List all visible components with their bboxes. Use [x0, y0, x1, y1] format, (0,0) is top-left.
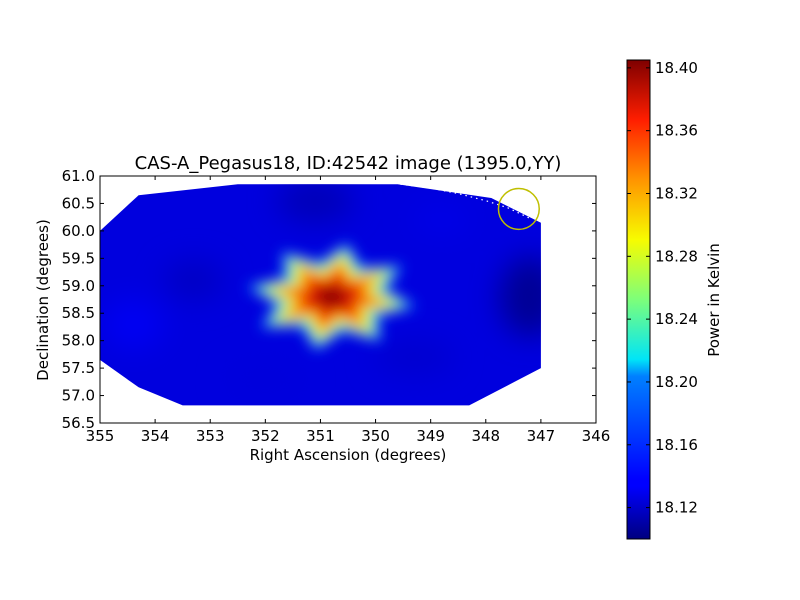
y-tick-label: 59.5 [62, 249, 95, 267]
background-feature [163, 260, 224, 301]
x-tick-label: 353 [196, 427, 225, 445]
y-tick-label: 56.5 [62, 414, 95, 432]
colorbar-tick-label: 18.36 [655, 122, 698, 140]
source-star [245, 242, 418, 351]
colorbar-tick-label: 18.40 [655, 59, 698, 77]
background-feature [413, 205, 470, 234]
overlay-layer [400, 183, 540, 231]
chart-title: CAS-A_Pegasus18, ID:42542 image (1395.0,… [135, 153, 562, 174]
x-tick-label: 355 [86, 427, 115, 445]
x-tick-label: 347 [527, 427, 556, 445]
y-tick-label: 57.5 [62, 359, 95, 377]
colorbar-ticks: 18.12 18.16 18.20 18.24 18.28 18.32 18.36 18.40 [627, 59, 698, 517]
source-contour [317, 287, 346, 306]
colorbar-gradient [626, 59, 651, 540]
y-tick-label: 58.5 [62, 304, 95, 322]
background-feature [374, 339, 455, 376]
plot-area [100, 176, 596, 423]
background-feature [103, 299, 164, 350]
colorbar-tick-label: 18.12 [655, 499, 698, 517]
colorbar-tick-label: 18.20 [655, 373, 698, 391]
x-tick-label: 352 [251, 427, 280, 445]
background-feature [276, 184, 353, 223]
x-tick-label: 346 [582, 427, 611, 445]
colorbar-tick-label: 18.32 [655, 184, 698, 202]
x-axis: 355 354 353 352 351 350 349 348 347 346 [86, 176, 611, 445]
background-variations [103, 184, 541, 398]
x-tick-label: 354 [141, 427, 170, 445]
dotted-track [400, 183, 531, 219]
plot-frame [99, 175, 597, 424]
x-tick-label: 350 [361, 427, 390, 445]
marker-circle [497, 187, 540, 231]
colorbar: 18.12 18.16 18.20 18.24 18.28 18.32 18.36 18.40… [626, 59, 723, 540]
colorbar-tick-label: 18.16 [655, 436, 698, 454]
x-tick-label: 348 [471, 427, 500, 445]
y-tick-label: 59.0 [62, 277, 95, 295]
x-axis-label: Right Ascension (degrees) [250, 446, 447, 464]
y-tick-label: 60.5 [62, 194, 95, 212]
heatmap-image [100, 184, 541, 406]
y-tick-label: 60.0 [62, 222, 95, 240]
y-axis-label: Declination (degrees) [34, 219, 52, 381]
colorbar-tick-label: 18.28 [655, 247, 698, 265]
x-tick-label: 351 [306, 427, 335, 445]
y-tick-label: 58.0 [62, 332, 95, 350]
x-tick-label: 349 [416, 427, 445, 445]
colorbar-label: Power in Kelvin [705, 243, 723, 357]
background-feature [225, 361, 306, 398]
background-feature [499, 256, 541, 337]
y-tick-label: 57.0 [62, 387, 95, 405]
y-axis: 56.5 57.0 57.5 58.0 58.5 59.0 59.5 60.0 60.5 61.0 [62, 167, 596, 432]
colorbar-tick-label: 18.24 [655, 310, 698, 328]
y-tick-label: 61.0 [62, 167, 95, 185]
